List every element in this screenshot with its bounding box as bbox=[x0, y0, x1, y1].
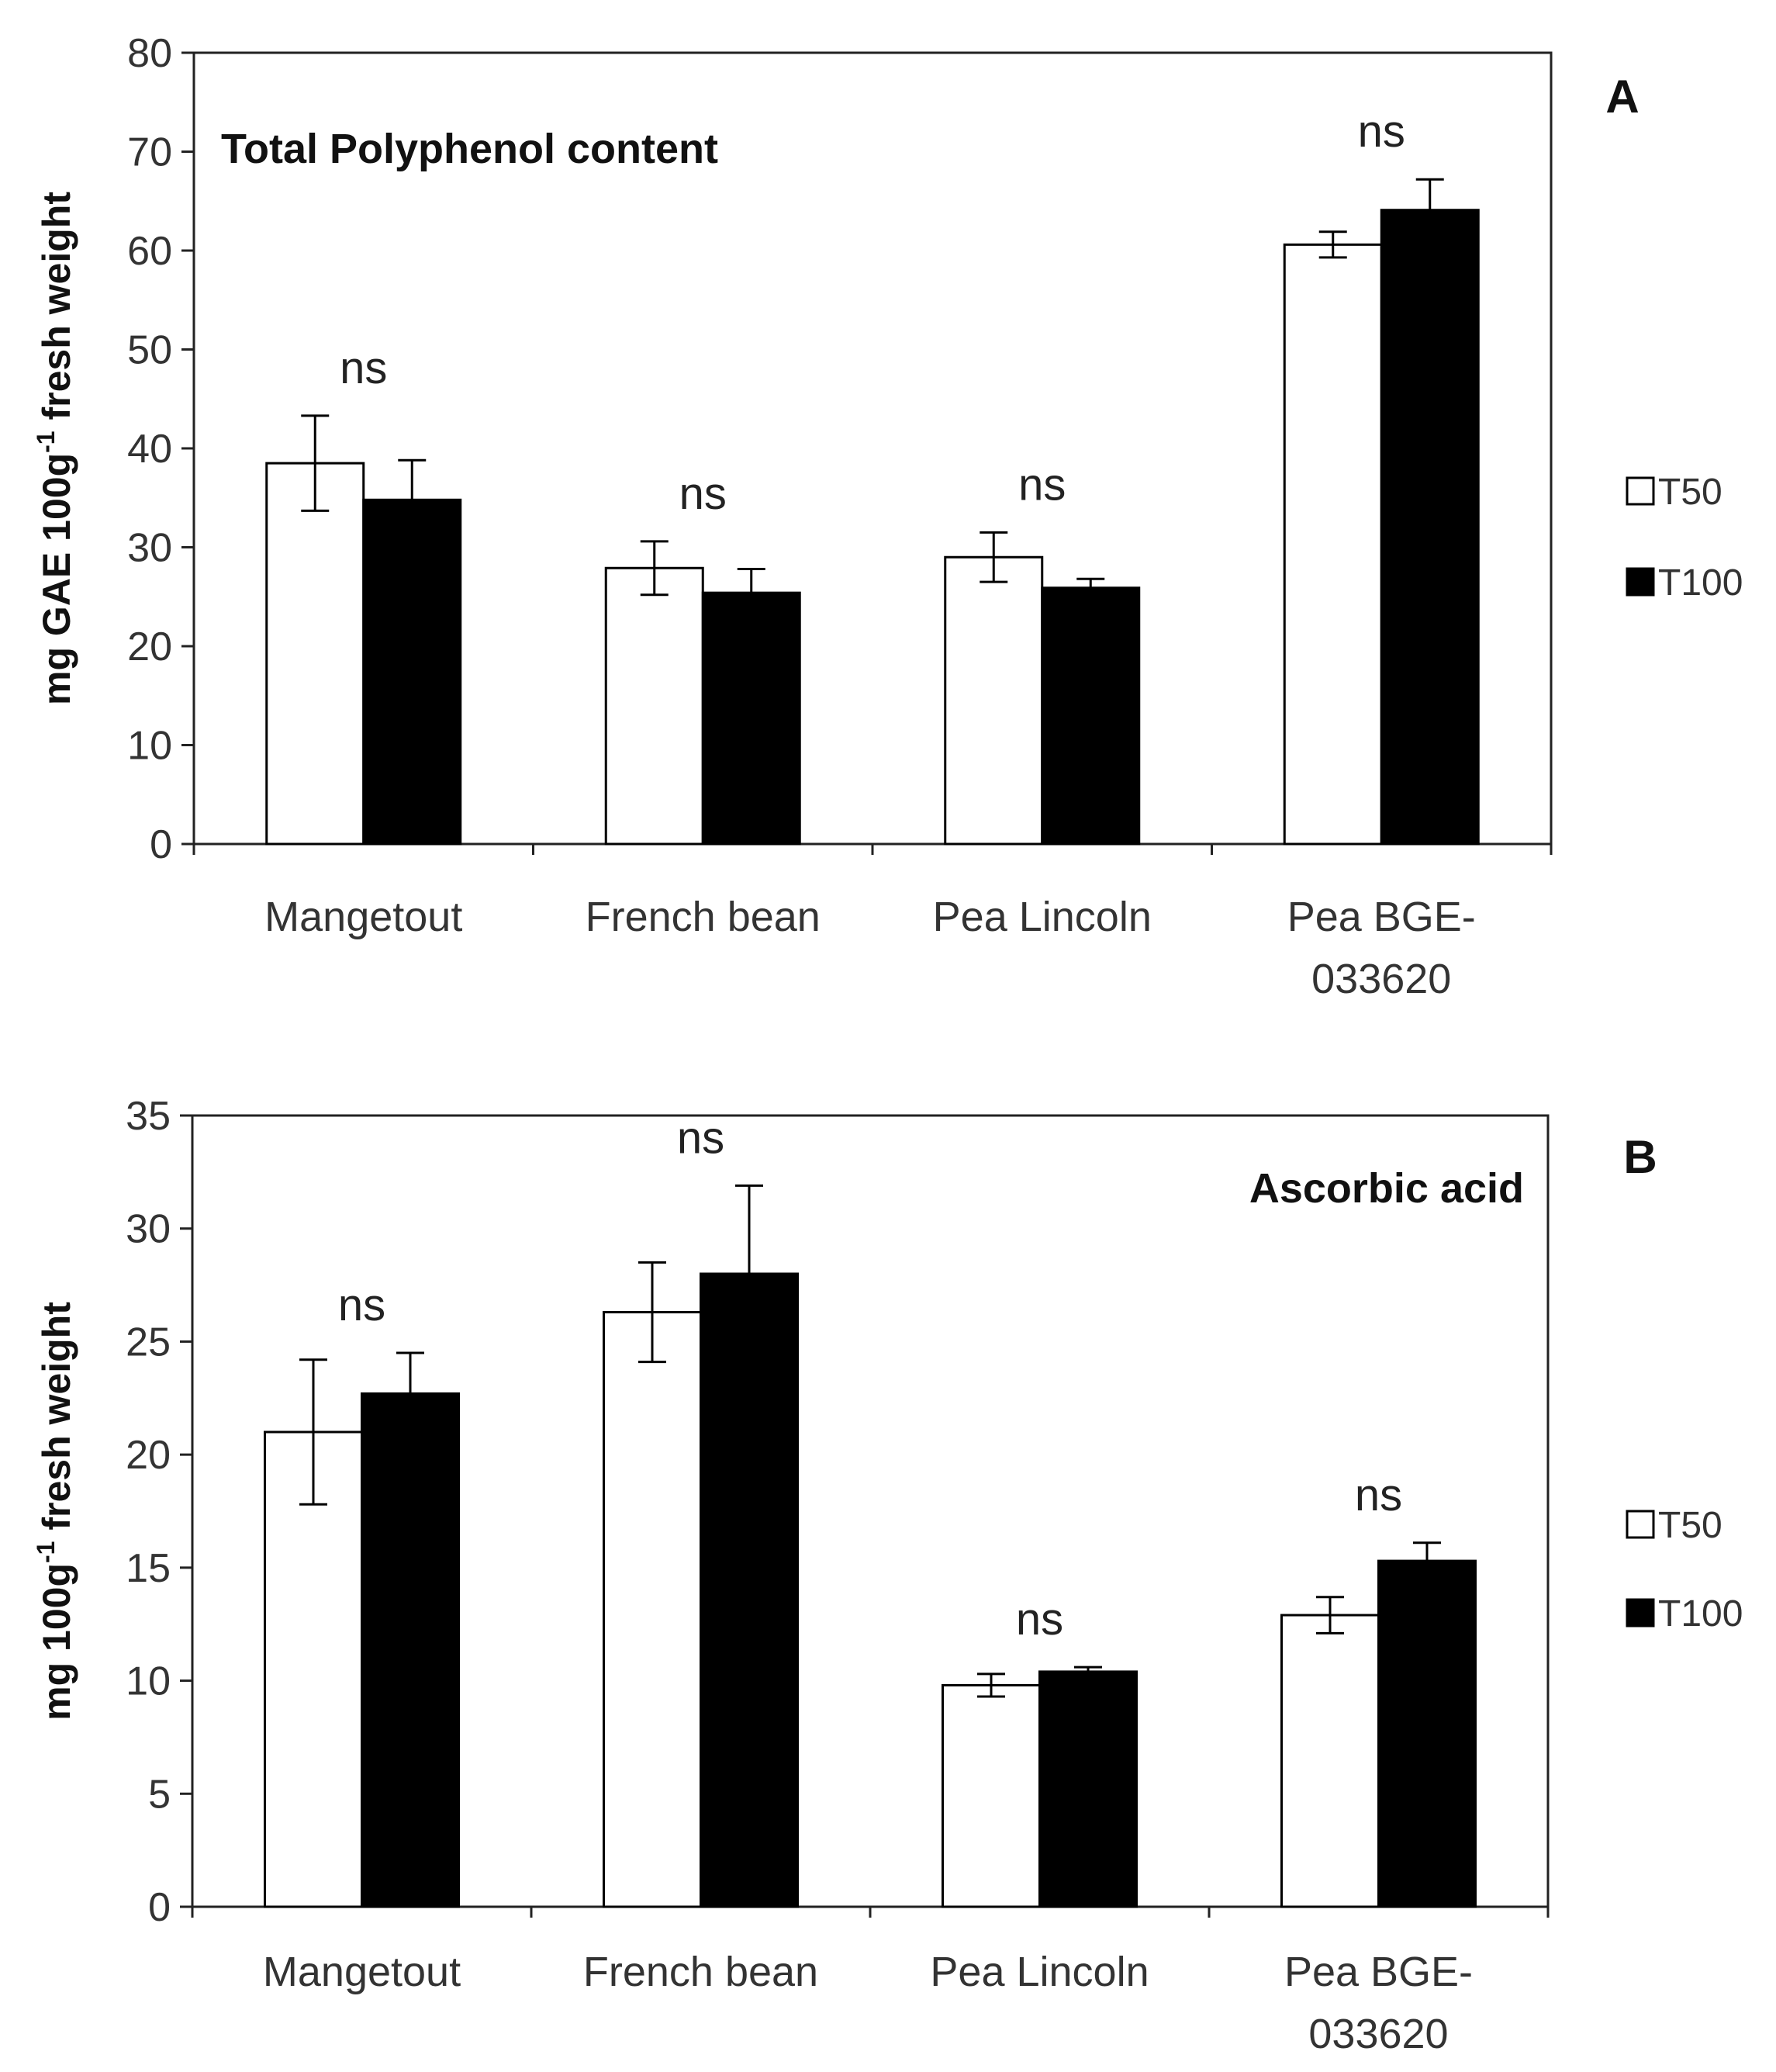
y-axis-label-rest: fresh weight bbox=[35, 1302, 78, 1541]
category-label: Pea BGE- bbox=[1284, 1949, 1473, 1995]
y-tick-label: 5 bbox=[148, 1772, 171, 1817]
category-label: Pea Lincoln bbox=[930, 1949, 1149, 1995]
y-tick-label: 35 bbox=[126, 1094, 171, 1139]
chart-panel-B: 0 5 10 15 20 25 30 35 ns Mangetout ns French bean ns… bbox=[32, 1094, 1743, 2057]
bar-T50 bbox=[264, 1430, 363, 1908]
y-tick-label: 80 bbox=[127, 31, 172, 76]
bar-T100 bbox=[1041, 586, 1141, 846]
y-axis-label-main: mg 100g bbox=[35, 1563, 78, 1721]
legend-swatch-T50 bbox=[1626, 476, 1655, 506]
y-tick-label: 20 bbox=[127, 624, 172, 669]
y-tick-label: 30 bbox=[127, 526, 172, 571]
bar-T50 bbox=[604, 566, 704, 846]
y-tick-label: 40 bbox=[127, 427, 172, 472]
legend-label: T50 bbox=[1658, 1505, 1722, 1546]
significance-label: ns bbox=[1358, 106, 1405, 157]
category-label: French bean bbox=[586, 894, 821, 940]
significance-label: ns bbox=[677, 1112, 724, 1163]
bar-T50 bbox=[1283, 243, 1383, 846]
bar-T50 bbox=[265, 462, 365, 846]
chart-title: Ascorbic acid bbox=[1249, 1165, 1524, 1212]
bar-T100 bbox=[1038, 1670, 1138, 1908]
legend-label: T100 bbox=[1658, 562, 1743, 604]
significance-label: ns bbox=[1018, 459, 1066, 510]
bar-T100 bbox=[361, 1392, 460, 1908]
y-tick-label: 10 bbox=[126, 1659, 171, 1704]
y-axis-label-main: mg GAE 100g bbox=[35, 453, 78, 705]
y-tick-label: 60 bbox=[127, 229, 172, 274]
category-label-line2: 033620 bbox=[1308, 2011, 1448, 2057]
chart-panel-A: 0 10 20 30 40 50 60 70 80 ns Mangetout ns French bea… bbox=[32, 31, 1743, 1002]
category-label-line2: 033620 bbox=[1311, 956, 1451, 1002]
y-tick-label: 10 bbox=[127, 724, 172, 769]
bar-T50 bbox=[603, 1311, 702, 1908]
y-tick-label: 70 bbox=[127, 130, 172, 175]
y-tick-label: 20 bbox=[126, 1433, 171, 1478]
y-tick-label: 15 bbox=[126, 1546, 171, 1591]
significance-label: ns bbox=[340, 343, 387, 393]
y-axis-label: mg 100g-1 fresh weight bbox=[32, 1302, 78, 1721]
bar-T50 bbox=[942, 1683, 1041, 1908]
panel-label: A bbox=[1605, 71, 1639, 123]
y-axis-label: mg GAE 100g-1 fresh weight bbox=[32, 192, 78, 705]
y-axis-label-rest: fresh weight bbox=[35, 192, 78, 431]
bar-T100 bbox=[1377, 1559, 1477, 1908]
bar-T100 bbox=[701, 591, 801, 846]
significance-label: ns bbox=[1016, 1594, 1063, 1645]
legend-swatch-T100 bbox=[1626, 567, 1655, 597]
significance-label: ns bbox=[338, 1280, 385, 1330]
y-axis-label-superscript: -1 bbox=[32, 1541, 60, 1563]
category-label: Mangetout bbox=[264, 894, 462, 940]
y-tick-label: 25 bbox=[126, 1320, 171, 1365]
category-label: French bean bbox=[583, 1949, 818, 1995]
panel-label: B bbox=[1623, 1131, 1657, 1183]
significance-label: ns bbox=[679, 469, 727, 519]
bar-T100 bbox=[1380, 209, 1480, 846]
legend-label: T100 bbox=[1658, 1593, 1743, 1634]
bar-T100 bbox=[362, 498, 462, 846]
y-tick-label: 0 bbox=[148, 1885, 171, 1930]
legend-swatch-T50 bbox=[1626, 1510, 1655, 1539]
y-tick-label: 50 bbox=[127, 328, 172, 373]
y-tick-label: 0 bbox=[150, 822, 172, 867]
category-label: Mangetout bbox=[263, 1949, 461, 1995]
chart-title: Total Polyphenol content bbox=[221, 126, 718, 172]
category-label: Pea BGE- bbox=[1287, 894, 1476, 940]
legend-swatch-T100 bbox=[1626, 1598, 1655, 1628]
y-tick-label: 30 bbox=[126, 1207, 171, 1252]
legend-label: T50 bbox=[1658, 472, 1722, 513]
bar-T100 bbox=[700, 1272, 799, 1908]
category-label: Pea Lincoln bbox=[933, 894, 1152, 940]
significance-label: ns bbox=[1355, 1470, 1402, 1520]
bar-T50 bbox=[944, 555, 1044, 846]
y-axis-label-superscript: -1 bbox=[32, 431, 60, 452]
bar-T50 bbox=[1280, 1614, 1380, 1908]
